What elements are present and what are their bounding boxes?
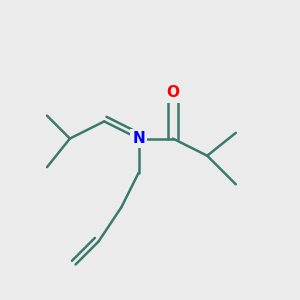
Text: N: N bbox=[132, 131, 145, 146]
Text: O: O bbox=[167, 85, 179, 100]
